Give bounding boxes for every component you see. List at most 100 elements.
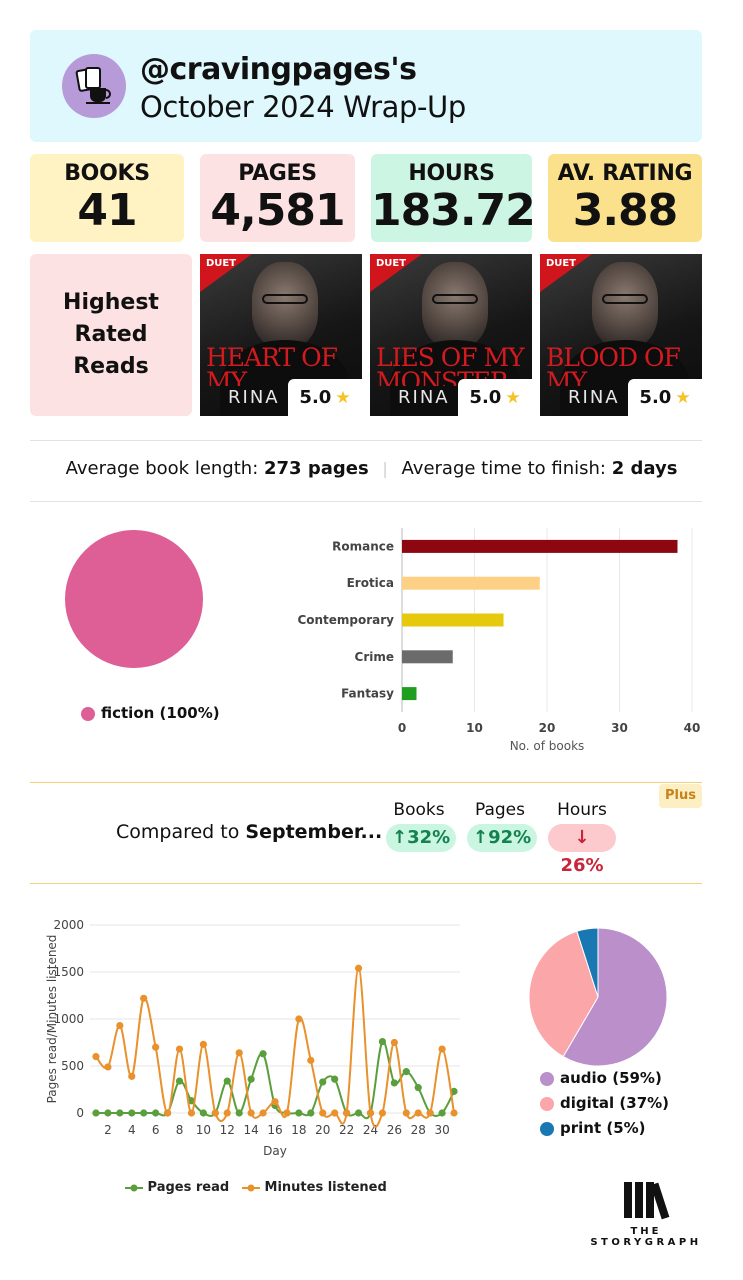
x-tick-label: 40 xyxy=(684,721,701,735)
storygraph-logo: THE STORYGRAPH xyxy=(590,1180,702,1248)
data-point-minutes-listened xyxy=(271,1098,279,1106)
pie-slice-print xyxy=(576,927,599,998)
data-point-pages-read xyxy=(307,1109,315,1117)
x-axis-label: Day xyxy=(263,1144,287,1158)
cover-title: BLOOD OF MY MONSTER xyxy=(546,346,681,386)
format-legend-item: digital (37%) xyxy=(540,1094,669,1112)
y-tick-label: 0 xyxy=(76,1106,84,1120)
compare-pill: ↑32% xyxy=(386,824,457,852)
bar-erotica xyxy=(402,576,540,590)
data-point-minutes-listened xyxy=(414,1109,422,1117)
compare-label: Pages xyxy=(474,800,525,820)
data-point-pages-read xyxy=(104,1109,112,1117)
data-point-pages-read xyxy=(438,1109,446,1117)
data-point-minutes-listened xyxy=(307,1056,315,1064)
divider xyxy=(30,440,702,441)
data-point-minutes-listened xyxy=(259,1109,267,1117)
x-tick-label: 0 xyxy=(398,721,406,735)
data-point-minutes-listened xyxy=(450,1109,458,1117)
avg-time-label: Average time to finish: xyxy=(401,458,606,479)
stat-value: 3.88 xyxy=(572,185,679,236)
x-tick-label: 18 xyxy=(291,1123,306,1137)
data-point-minutes-listened xyxy=(354,964,363,972)
data-point-pages-read xyxy=(402,1068,410,1076)
data-point-minutes-listened xyxy=(331,1109,339,1117)
x-tick-label: 28 xyxy=(411,1123,426,1137)
compare-hours: Hours ↓ 26% xyxy=(548,800,616,876)
data-point-minutes-listened xyxy=(104,1063,112,1071)
legend-dot xyxy=(81,706,95,721)
x-tick-label: 30 xyxy=(611,721,628,735)
cover-author: RINA K xyxy=(398,387,472,408)
star-icon: ★ xyxy=(335,387,351,408)
data-point-minutes-listened xyxy=(438,1045,446,1053)
cover-title: LIES OF MY MONSTER xyxy=(376,346,525,386)
data-point-pages-read xyxy=(331,1075,339,1083)
bar-fantasy xyxy=(402,687,417,701)
compare-books: Books ↑32% xyxy=(386,800,457,852)
legend-label: print (5%) xyxy=(560,1119,646,1137)
format-legend-item: print (5%) xyxy=(540,1119,646,1137)
data-point-minutes-listened xyxy=(92,1053,100,1061)
pie-slice-audio xyxy=(562,927,668,1067)
cover-badge: DUET xyxy=(206,258,237,269)
star-icon: ★ xyxy=(505,387,521,408)
x-tick-label: 20 xyxy=(539,721,556,735)
y-tick-label: 1500 xyxy=(53,965,84,979)
data-point-minutes-listened xyxy=(223,1109,231,1117)
bar-romance xyxy=(402,539,678,553)
stat-label: HOURS xyxy=(408,161,495,186)
cover-badge: DUET xyxy=(546,258,577,269)
divider xyxy=(30,883,702,884)
x-tick-label: 16 xyxy=(267,1123,282,1137)
legend-line-marker xyxy=(125,1184,143,1191)
bar-crime xyxy=(402,650,453,664)
cover-glasses xyxy=(602,294,648,304)
category-label: Erotica xyxy=(347,576,394,590)
cover-author: RINA K xyxy=(228,387,302,408)
legend-label: audio (59%) xyxy=(560,1069,662,1087)
x-tick-label: 24 xyxy=(363,1123,378,1137)
rating-value: 5.0 xyxy=(299,387,332,408)
stat-hours: HOURS 183.72 xyxy=(371,154,536,242)
data-point-pages-read xyxy=(140,1109,148,1117)
x-tick-label: 14 xyxy=(243,1123,258,1137)
logo-line1: THE xyxy=(630,1226,662,1237)
compare-pages: Pages ↑92% xyxy=(467,800,538,852)
cover-author: RINA K xyxy=(568,387,642,408)
duet-ribbon xyxy=(200,254,252,292)
x-tick-label: 10 xyxy=(466,721,483,735)
data-point-pages-read xyxy=(116,1109,124,1117)
x-tick-label: 30 xyxy=(434,1123,449,1137)
compare-value: 26% xyxy=(560,855,604,876)
fiction-pie-chart xyxy=(65,530,203,668)
y-tick-label: 2000 xyxy=(53,918,84,932)
stat-books: BOOKS 41 xyxy=(30,154,184,242)
data-point-minutes-listened xyxy=(295,1015,303,1023)
rating-badge: 5.0 ★ xyxy=(458,379,532,416)
stat-label: AV. RATING xyxy=(557,161,693,186)
data-point-minutes-listened xyxy=(283,1109,291,1117)
legend-dot xyxy=(540,1121,554,1136)
compare-value: 32% xyxy=(407,827,451,848)
arrow-down-icon: ↓ xyxy=(574,827,590,848)
book-cover[interactable]: DUET HEART OF MY MONSTER RINA K 5.0 ★ xyxy=(200,254,362,416)
wrapup-header: @cravingpages's October 2024 Wrap-Up xyxy=(30,30,702,142)
highest-rated-label-card: Highest Rated Reads xyxy=(30,254,192,416)
y-tick-label: 500 xyxy=(61,1059,84,1073)
compare-pill: ↑92% xyxy=(467,824,538,852)
plus-badge: Plus xyxy=(659,784,702,808)
data-point-minutes-listened xyxy=(128,1072,136,1080)
x-tick-label: 4 xyxy=(128,1123,136,1137)
user-handle: @cravingpages's xyxy=(140,52,417,87)
data-point-minutes-listened xyxy=(140,994,148,1002)
format-legend-item: audio (59%) xyxy=(540,1069,662,1087)
stat-label: BOOKS xyxy=(64,161,150,186)
duet-ribbon xyxy=(540,254,592,292)
stat-pages: PAGES 4,581 xyxy=(200,154,355,242)
data-point-minutes-listened xyxy=(402,1109,410,1117)
book-cover[interactable]: DUET LIES OF MY MONSTER RINA K 5.0 ★ xyxy=(370,254,532,416)
book-cover[interactable]: DUET BLOOD OF MY MONSTER RINA K 5.0 ★ xyxy=(540,254,702,416)
cover-title: HEART OF MY MONSTER xyxy=(206,346,338,386)
